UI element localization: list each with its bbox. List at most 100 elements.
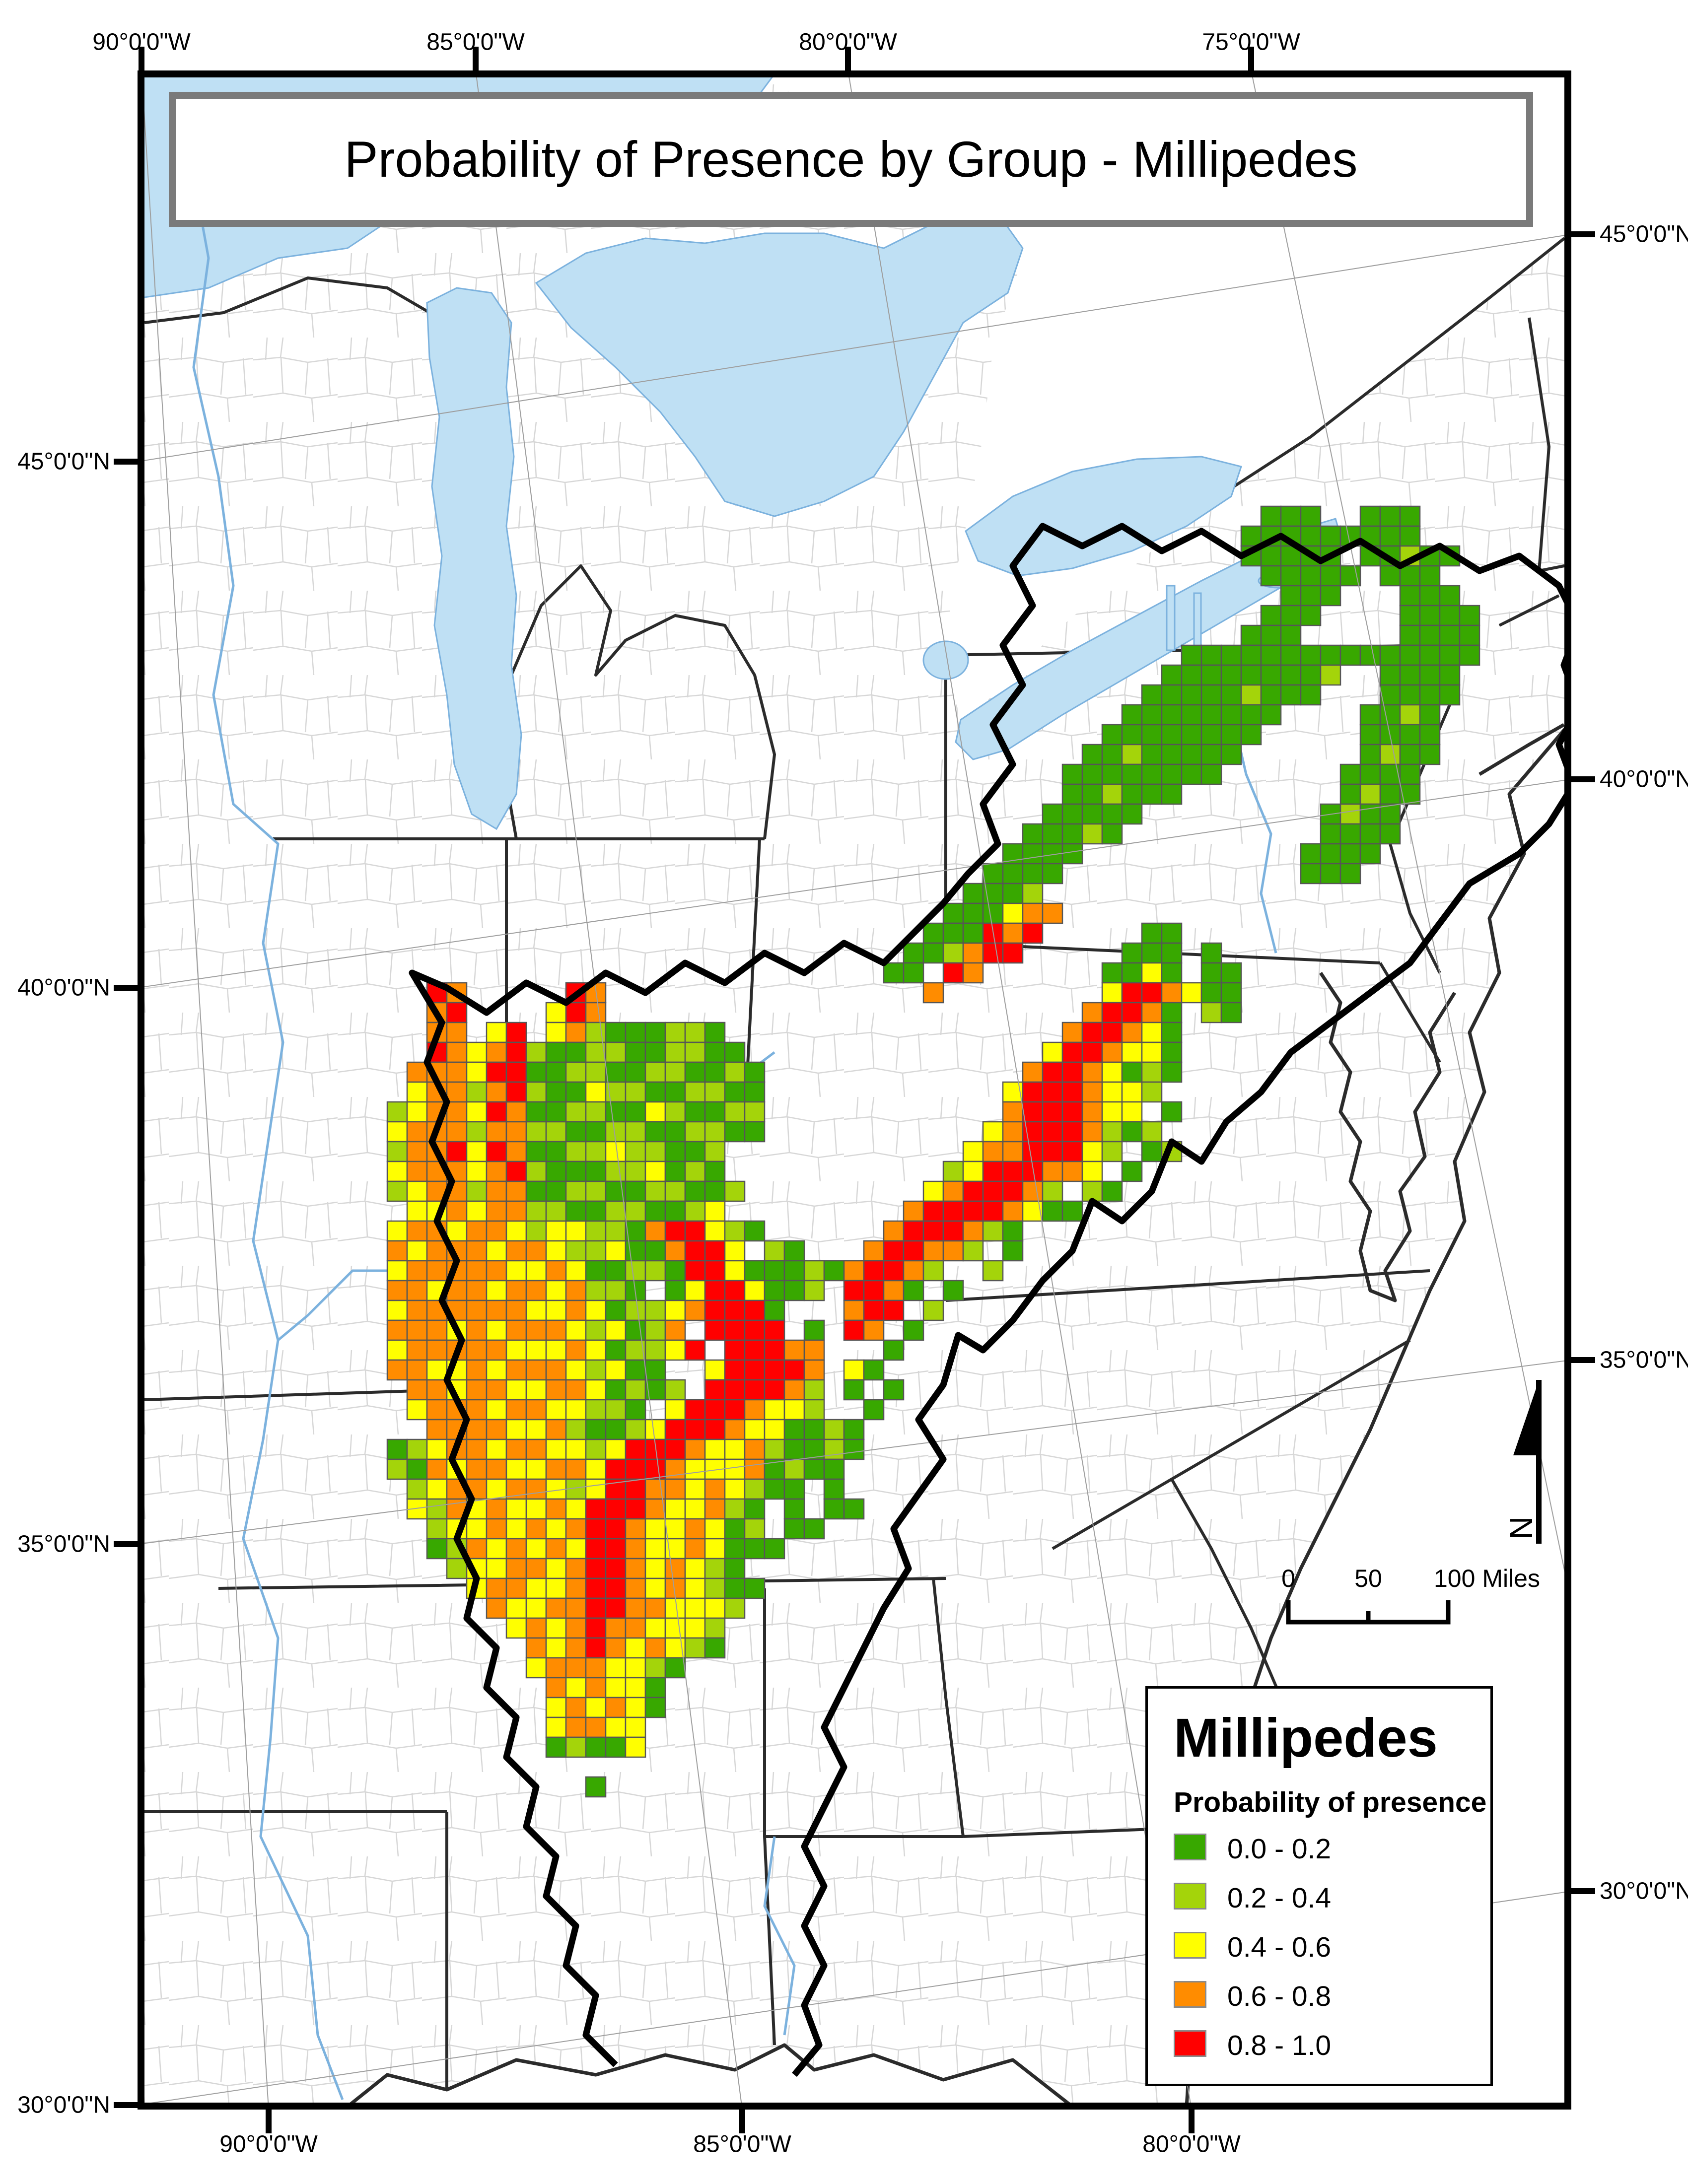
grid-cell xyxy=(1022,1141,1044,1162)
grid-cell xyxy=(545,1141,567,1162)
grid-cell xyxy=(1081,744,1103,765)
grid-cell xyxy=(486,1061,507,1083)
grid-cell xyxy=(664,1101,686,1123)
grid-cell xyxy=(625,1200,646,1222)
grid-cell xyxy=(664,1240,686,1262)
grid-cell xyxy=(466,1280,488,1301)
grid-cell xyxy=(1181,664,1202,686)
legend-item: 0.4 - 0.6 xyxy=(1174,1931,1472,1963)
grid-cell xyxy=(466,1339,488,1361)
grid-cell xyxy=(664,1121,686,1143)
grid-cell xyxy=(585,1319,607,1341)
grid-cell xyxy=(724,1577,746,1599)
grid-cell xyxy=(406,1121,428,1143)
title-box: Probability of Presence by Group - Milli… xyxy=(169,92,1533,227)
legend-item-label: 0.0 - 0.2 xyxy=(1227,1833,1332,1865)
grid-cell xyxy=(545,1299,567,1321)
grid-cell xyxy=(1141,684,1163,706)
grid-cell xyxy=(744,1101,766,1123)
grid-cell xyxy=(525,1617,547,1639)
grid-cell xyxy=(1419,724,1441,746)
grid-cell xyxy=(426,1419,448,1440)
grid-cell xyxy=(922,1180,944,1202)
grid-cell xyxy=(625,1558,646,1579)
grid-cell xyxy=(426,1538,448,1560)
grid-cell xyxy=(565,1379,587,1401)
grid-cell xyxy=(625,1736,646,1758)
grid-cell xyxy=(744,1518,766,1540)
grid-cell xyxy=(1121,962,1143,984)
grid-cell xyxy=(982,1200,1004,1222)
grid-cell xyxy=(545,1041,567,1063)
grid-cell xyxy=(724,1180,746,1202)
grid-cell xyxy=(525,1061,547,1083)
grid-cell xyxy=(744,1319,766,1341)
grid-cell xyxy=(724,1597,746,1619)
grid-cell xyxy=(1200,644,1222,666)
grid-cell xyxy=(1399,684,1421,706)
grid-cell xyxy=(1022,863,1044,885)
grid-cell xyxy=(525,1160,547,1182)
grid-cell xyxy=(565,1458,587,1480)
grid-cell xyxy=(1061,823,1083,845)
grid-cell xyxy=(466,1458,488,1480)
grid-cell xyxy=(644,1419,666,1440)
grid-cell xyxy=(764,1260,785,1282)
grid-cell xyxy=(1181,982,1202,1004)
grid-cell xyxy=(883,1379,905,1401)
grid-cell xyxy=(644,1339,666,1361)
grid-cell xyxy=(1042,1180,1063,1202)
grid-cell xyxy=(1399,763,1421,785)
grid-cell xyxy=(1200,1002,1222,1024)
grid-cell xyxy=(982,902,1004,924)
grid-cell xyxy=(486,1458,507,1480)
grid-cell xyxy=(1141,1141,1163,1162)
grid-cell xyxy=(1220,684,1242,706)
grid-cell xyxy=(426,1518,448,1540)
grid-cell xyxy=(1359,823,1381,845)
grid-cell xyxy=(764,1379,785,1401)
grid-cell xyxy=(486,1121,507,1143)
grid-cell xyxy=(1220,1002,1242,1024)
grid-cell xyxy=(684,1299,706,1321)
grid-cell xyxy=(922,1240,944,1262)
grid-cell xyxy=(565,1617,587,1639)
coord-label-bottom-1: 85°0'0"W xyxy=(693,2131,791,2158)
grid-cell xyxy=(585,1280,607,1301)
grid-cell xyxy=(744,1280,766,1301)
grid-cell xyxy=(684,1478,706,1500)
grid-cell xyxy=(684,1458,706,1480)
grid-cell xyxy=(704,1280,726,1301)
grid-cell xyxy=(1359,783,1381,805)
grid-cell xyxy=(1002,883,1024,904)
grid-cell xyxy=(1042,1061,1063,1083)
grid-cell xyxy=(1359,505,1381,527)
grid-cell xyxy=(1042,902,1063,924)
grid-cell xyxy=(684,1558,706,1579)
grid-cell xyxy=(406,1240,428,1262)
grid-cell xyxy=(1399,664,1421,686)
grid-cell xyxy=(585,1637,607,1659)
grid-cell xyxy=(1419,664,1441,686)
grid-cell xyxy=(625,1379,646,1401)
grid-cell xyxy=(1042,1160,1063,1182)
grid-cell xyxy=(724,1379,746,1401)
grid-cell xyxy=(1161,783,1183,805)
grid-cell xyxy=(505,1081,527,1103)
coord-label-top-0: 90°0'0"W xyxy=(92,29,191,56)
grid-cell xyxy=(823,1498,845,1520)
grid-cell xyxy=(1141,922,1163,944)
grid-cell xyxy=(664,1299,686,1321)
grid-cell xyxy=(684,1121,706,1143)
grid-cell xyxy=(764,1399,785,1421)
grid-cell xyxy=(1220,704,1242,726)
coord-label-right-0: 45°0'0"N xyxy=(1600,221,1688,248)
grid-cell xyxy=(1419,565,1441,587)
grid-cell xyxy=(982,1220,1004,1242)
grid-cell xyxy=(1300,684,1322,706)
grid-cell xyxy=(466,1260,488,1282)
grid-cell xyxy=(744,1260,766,1282)
grid-cell xyxy=(545,1002,567,1024)
grid-cell xyxy=(1320,863,1341,885)
grid-cell xyxy=(486,1597,507,1619)
